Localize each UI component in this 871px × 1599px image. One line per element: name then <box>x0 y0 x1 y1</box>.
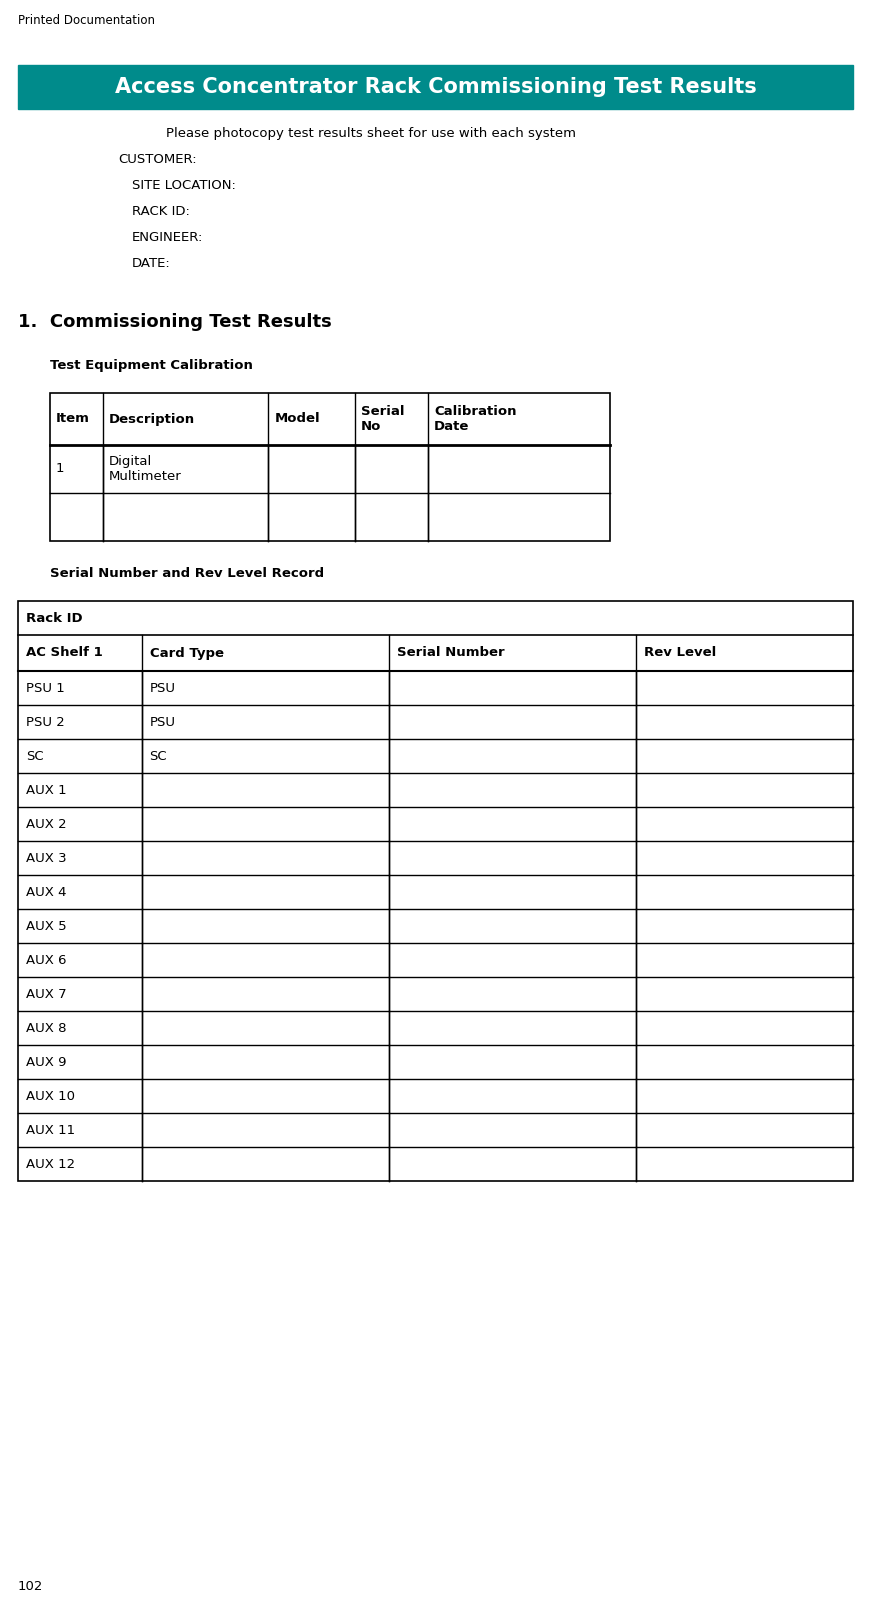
Text: PSU: PSU <box>150 681 176 694</box>
Text: Serial Number: Serial Number <box>396 646 504 659</box>
Text: PSU: PSU <box>150 715 176 729</box>
Text: Description: Description <box>109 413 195 425</box>
Text: AC Shelf 1: AC Shelf 1 <box>26 646 103 659</box>
Text: Item: Item <box>56 413 90 425</box>
Text: AUX 5: AUX 5 <box>26 919 66 932</box>
Text: AUX 2: AUX 2 <box>26 817 66 830</box>
Text: Test Equipment Calibration: Test Equipment Calibration <box>50 360 253 373</box>
Text: Serial
No: Serial No <box>361 405 405 433</box>
Text: Access Concentrator Rack Commissioning Test Results: Access Concentrator Rack Commissioning T… <box>115 77 756 98</box>
Text: AUX 12: AUX 12 <box>26 1158 75 1170</box>
Bar <box>50 393 610 540</box>
Text: Please photocopy test results sheet for use with each system: Please photocopy test results sheet for … <box>166 126 576 141</box>
Text: AUX 11: AUX 11 <box>26 1124 75 1137</box>
Text: CUSTOMER:: CUSTOMER: <box>118 154 197 166</box>
Bar <box>18 66 853 109</box>
Text: SC: SC <box>26 750 44 763</box>
Text: PSU 2: PSU 2 <box>26 715 64 729</box>
Text: 102: 102 <box>18 1580 44 1593</box>
Text: PSU 1: PSU 1 <box>26 681 64 694</box>
Text: AUX 1: AUX 1 <box>26 784 66 796</box>
Text: RACK ID:: RACK ID: <box>132 205 190 217</box>
Text: Calibration
Date: Calibration Date <box>434 405 517 433</box>
Text: AUX 9: AUX 9 <box>26 1055 66 1068</box>
Text: AUX 10: AUX 10 <box>26 1089 75 1102</box>
Text: AUX 7: AUX 7 <box>26 988 66 1001</box>
Text: 1: 1 <box>56 462 64 475</box>
Text: Digital
Multimeter: Digital Multimeter <box>109 456 182 483</box>
Text: ENGINEER:: ENGINEER: <box>132 230 203 245</box>
Text: Serial Number and Rev Level Record: Serial Number and Rev Level Record <box>50 568 324 580</box>
Text: 1.  Commissioning Test Results: 1. Commissioning Test Results <box>18 313 332 331</box>
Text: SC: SC <box>150 750 167 763</box>
Text: AUX 3: AUX 3 <box>26 852 66 865</box>
Text: AUX 6: AUX 6 <box>26 953 66 966</box>
Text: Rev Level: Rev Level <box>644 646 716 659</box>
Text: Printed Documentation: Printed Documentation <box>18 14 155 27</box>
Text: Model: Model <box>274 413 320 425</box>
Text: DATE:: DATE: <box>132 257 171 270</box>
Text: AUX 4: AUX 4 <box>26 886 66 899</box>
Text: Rack ID: Rack ID <box>26 611 83 625</box>
Bar <box>18 601 853 1182</box>
Text: Card Type: Card Type <box>150 646 224 659</box>
Text: AUX 8: AUX 8 <box>26 1022 66 1035</box>
Text: SITE LOCATION:: SITE LOCATION: <box>132 179 236 192</box>
